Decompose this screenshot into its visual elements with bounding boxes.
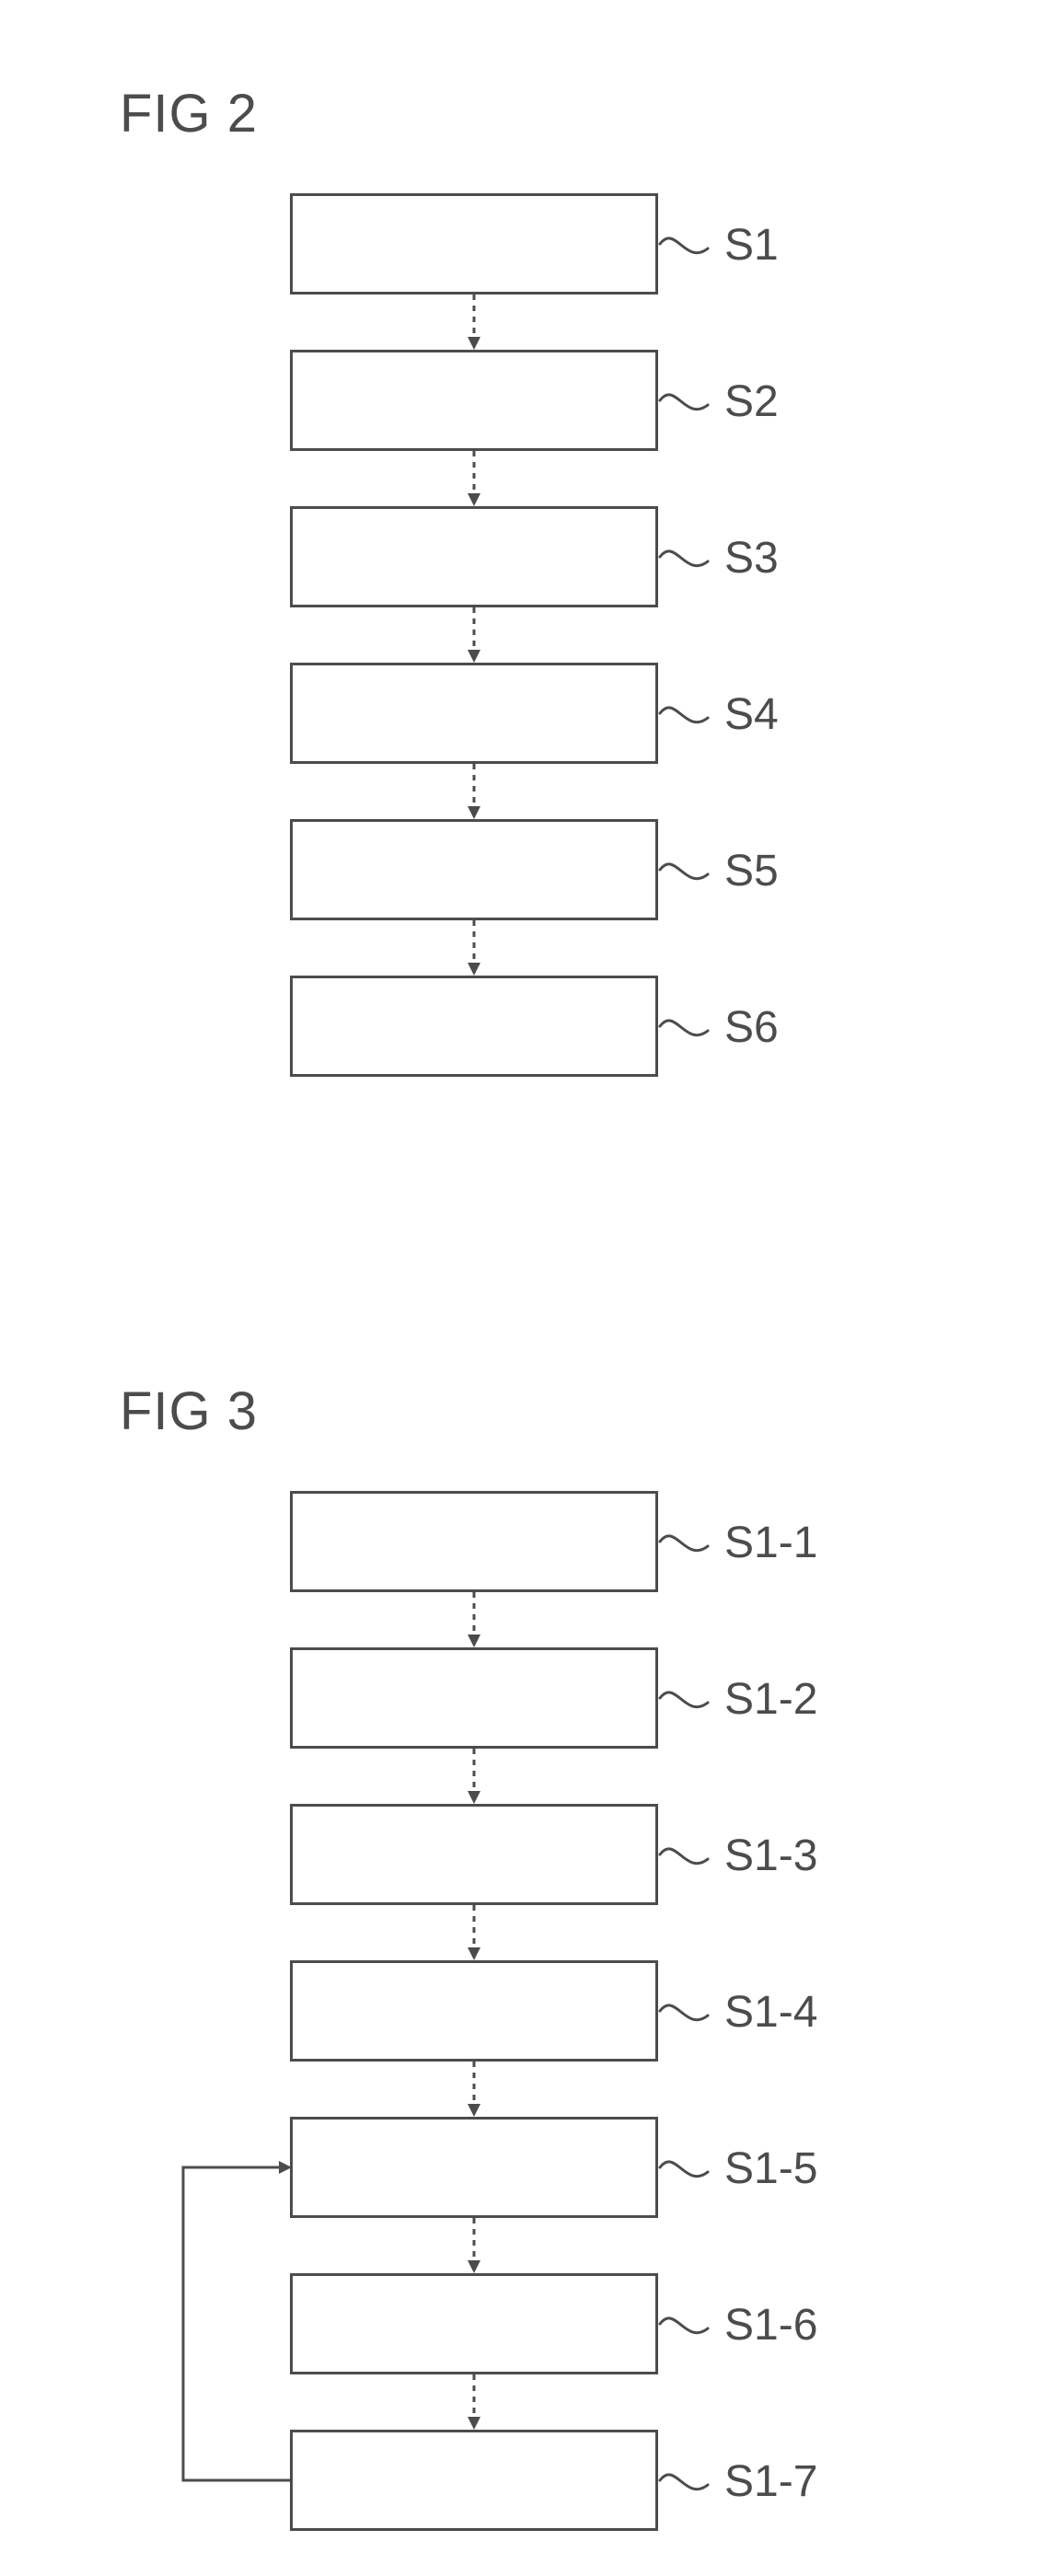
- fig3-arrow-2-3: [290, 1749, 658, 1808]
- fig2-step-5-label: S5: [724, 846, 779, 896]
- fig2-step-6-box: [290, 976, 658, 1077]
- fig2-arrow-2-3: [290, 451, 658, 510]
- fig2-step-2-lead: [658, 350, 712, 451]
- fig3-step-3-label: S1-3: [724, 1831, 817, 1881]
- fig2-step-1-box: [290, 193, 658, 295]
- fig2-step-3-box: [290, 506, 658, 607]
- fig3-step-1-label: S1-1: [724, 1518, 817, 1568]
- fig2-step-5-lead: [658, 819, 712, 920]
- fig2-step-3-lead: [658, 506, 712, 607]
- fig3-step-3-lead: [658, 1804, 712, 1905]
- fig2-arrow-4-5: [290, 764, 658, 823]
- fig3-arrow-6-7: [290, 2374, 658, 2433]
- fig2-arrow-3-4: [290, 607, 658, 666]
- fig3-arrow-4-5: [290, 2062, 658, 2120]
- fig3-step-1-lead: [658, 1491, 712, 1592]
- fig3-step-3-box: [290, 1804, 658, 1905]
- fig3-step-7-box: [290, 2430, 658, 2531]
- fig3-step-6-box: [290, 2273, 658, 2374]
- fig2-arrow-1-2: [290, 295, 658, 353]
- fig3-step-5-label: S1-5: [724, 2143, 817, 2194]
- fig2-step-2-box: [290, 350, 658, 451]
- fig2-step-4-label: S4: [724, 689, 779, 740]
- fig3-step-4-box: [290, 1960, 658, 2062]
- fig3-loopback: [179, 2158, 295, 2489]
- fig2-step-6-label: S6: [724, 1002, 779, 1053]
- fig2-step-1-lead: [658, 193, 712, 295]
- fig3-step-6-lead: [658, 2273, 712, 2374]
- fig3-step-2-label: S1-2: [724, 1674, 817, 1725]
- fig2-step-5-box: [290, 819, 658, 920]
- fig2-step-4-box: [290, 663, 658, 764]
- fig3-step-2-lead: [658, 1647, 712, 1749]
- fig3-arrow-3-4: [290, 1905, 658, 1964]
- fig2-title: FIG 2: [120, 83, 258, 144]
- fig3-step-6-label: S1-6: [724, 2300, 817, 2351]
- fig3-step-2-box: [290, 1647, 658, 1749]
- fig3-step-4-label: S1-4: [724, 1987, 817, 2038]
- fig2-step-1-label: S1: [724, 220, 779, 271]
- fig3-step-5-lead: [658, 2117, 712, 2218]
- fig3-arrow-5-6: [290, 2218, 658, 2277]
- fig3-step-7-label: S1-7: [724, 2456, 817, 2507]
- fig2-arrow-5-6: [290, 920, 658, 979]
- fig3-step-5-box: [290, 2117, 658, 2218]
- fig3-step-1-box: [290, 1491, 658, 1592]
- fig3-title: FIG 3: [120, 1380, 258, 1442]
- fig3-arrow-1-2: [290, 1592, 658, 1651]
- fig2-step-3-label: S3: [724, 533, 779, 583]
- fig3-step-7-lead: [658, 2430, 712, 2531]
- fig2-step-2-label: S2: [724, 376, 779, 427]
- fig2-step-4-lead: [658, 663, 712, 764]
- fig3-step-4-lead: [658, 1960, 712, 2062]
- fig2-step-6-lead: [658, 976, 712, 1077]
